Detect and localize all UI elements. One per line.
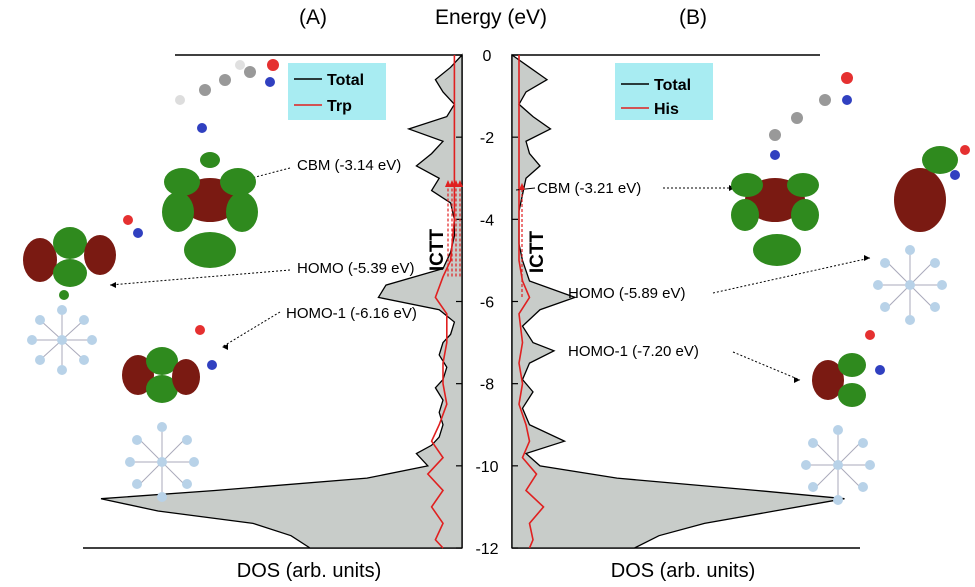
orbital-annotations: CBM (-3.14 eV) HOMO (-5.39 eV) HOMO-1 (-6.…	[109, 157, 871, 383]
annotation-b-homo1-leader	[732, 351, 801, 381]
annotation-b-homo-arrowhead	[864, 255, 870, 261]
his-homo-cluster-image	[873, 245, 947, 325]
panel-a-xlabel: DOS (arb. units)	[237, 560, 381, 582]
energy-tick-label: -10	[475, 459, 498, 476]
annotation-b-homo: HOMO (-5.89 eV)	[568, 285, 686, 302]
energy-tick-label: -8	[480, 377, 494, 394]
annotation-a-homo-arrowhead	[110, 282, 116, 288]
panel-a-total-dos-curve	[100, 53, 463, 549]
trp-homo1-cluster-image	[125, 422, 199, 502]
energy-tick-label: -6	[480, 295, 494, 312]
panel-b-total-dos-curve	[511, 53, 845, 549]
his-homo-orbital-image	[894, 145, 970, 232]
panel-a-trp-dos-curve	[426, 55, 456, 549]
his-homo1-cluster-image	[801, 425, 875, 505]
energy-tick-label: -4	[480, 212, 494, 229]
annotation-a-homo-leader	[109, 269, 291, 286]
panel-a-plot	[83, 53, 463, 549]
trp-cbm-orbital-image	[162, 59, 279, 268]
legend-a-background	[288, 63, 386, 120]
annotation-a-ictt-arrowhead	[457, 180, 463, 188]
panel-b-label: (B)	[679, 6, 707, 29]
annotation-a-homo1: HOMO-1 (-6.16 eV)	[286, 305, 417, 322]
his-cbm-orbital-image	[731, 72, 853, 266]
energy-tick-label: 0	[483, 48, 492, 65]
legend-a-trp-label: Trp	[327, 98, 352, 115]
trp-homo-orbital-image	[23, 215, 143, 300]
panel-b-his-dos-curve	[518, 55, 545, 549]
annotation-a-cbm: CBM (-3.14 eV)	[297, 157, 401, 174]
energy-axis: 0 -2 -4 -6 -8 -10 -12	[456, 48, 518, 558]
panel-a-label: (A)	[299, 6, 327, 29]
annotation-b-homo1: HOMO-1 (-7.20 eV)	[568, 343, 699, 360]
annotation-a-ictt-arrowhead	[449, 180, 455, 188]
legend-b-his-label: His	[654, 101, 679, 118]
legend-b-background	[615, 63, 713, 120]
annotation-a-ictt: ICTT	[427, 229, 448, 272]
legend-a-total-label: Total	[327, 72, 364, 89]
legend-a: Total Trp	[288, 63, 386, 120]
legend-b-total-label: Total	[654, 77, 691, 94]
annotation-b-ictt: ICTT	[527, 231, 548, 274]
annotation-b-homo1-arrowhead	[794, 377, 800, 383]
trp-homo-cluster-image	[27, 305, 97, 375]
energy-tick-label: -12	[475, 541, 498, 558]
annotation-b-ictt-arrowhead	[519, 182, 525, 190]
his-homo1-orbital-image	[812, 330, 885, 407]
annotation-b-homo-leader	[712, 257, 871, 294]
panel-b-plot	[511, 53, 860, 549]
annotation-a-ictt-arrowhead	[445, 180, 451, 188]
panel-b-xlabel: DOS (arb. units)	[611, 560, 755, 582]
annotation-a-homo1-arrowhead	[222, 344, 228, 350]
trp-homo1-orbital-image	[122, 325, 217, 403]
annotation-a-homo1-leader	[221, 311, 281, 348]
energy-axis-title: Energy (eV)	[435, 6, 547, 29]
legend-b: Total His	[615, 63, 713, 120]
annotation-a-ictt-arrowhead	[453, 180, 459, 188]
energy-tick-label: -2	[480, 130, 494, 147]
annotation-b-cbm: CBM (-3.21 eV)	[537, 180, 641, 197]
annotation-a-homo: HOMO (-5.39 eV)	[297, 260, 415, 277]
